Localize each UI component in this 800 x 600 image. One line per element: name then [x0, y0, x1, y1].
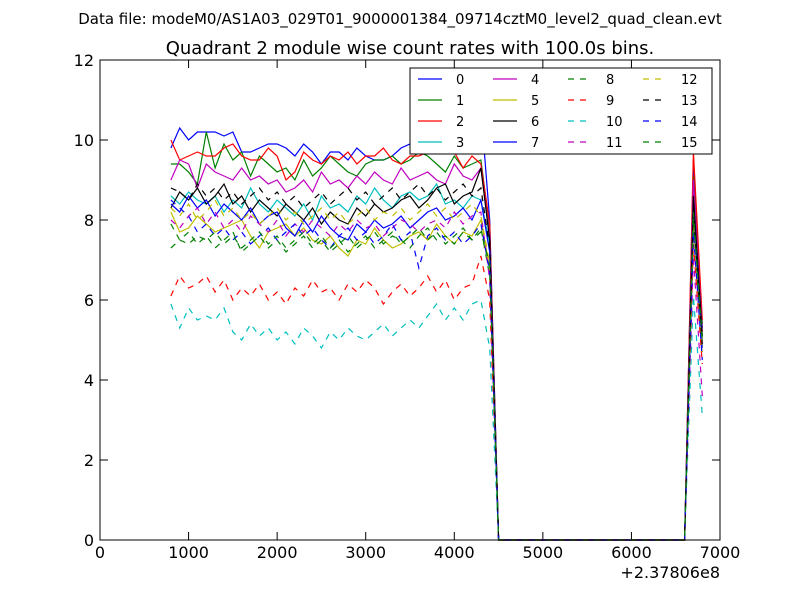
series-line-1	[170, 131, 703, 541]
x-offset-label: +2.37806e8	[620, 563, 720, 582]
legend-label-1: 1	[456, 94, 464, 109]
legend-label-12: 12	[681, 73, 698, 88]
series-line-14	[170, 199, 703, 541]
x-tick-label: 1000	[168, 543, 209, 562]
x-tick-label: 0	[95, 543, 105, 562]
legend-label-5: 5	[531, 94, 539, 109]
series-line-0	[170, 106, 703, 541]
legend-label-8: 8	[606, 73, 614, 88]
x-tick-label: 5000	[522, 543, 563, 562]
x-tick-label: 4000	[434, 543, 475, 562]
chart-title: Quadrant 2 module wise count rates with …	[166, 38, 655, 59]
legend-label-7: 7	[531, 136, 539, 151]
plot-frame	[99, 59, 721, 541]
legend-label-13: 13	[681, 94, 698, 109]
suptitle: Data file: modeM0/AS1A03_029T01_90000013…	[78, 10, 722, 29]
y-tick-label: 4	[84, 371, 94, 390]
legend-label-6: 6	[531, 115, 539, 130]
legend-label-14: 14	[681, 115, 698, 130]
series-line-2	[170, 130, 703, 541]
legend-label-3: 3	[456, 136, 464, 151]
series-line-10	[170, 295, 703, 541]
series-line-15	[170, 211, 703, 541]
series-line-5	[170, 203, 703, 541]
legend-label-9: 9	[606, 94, 614, 109]
x-tick-label: 6000	[611, 543, 652, 562]
series-line-7	[170, 194, 703, 541]
x-tick-label: 3000	[345, 543, 386, 562]
legend-label-15: 15	[681, 136, 698, 151]
y-tick-label: 10	[74, 131, 94, 150]
series-line-4	[170, 159, 703, 541]
legend-label-11: 11	[606, 136, 623, 151]
legend-box	[409, 67, 713, 155]
series-line-9	[170, 243, 703, 541]
legend-label-0: 0	[456, 73, 464, 88]
x-tick-label: 7000	[700, 543, 741, 562]
series-lines	[170, 106, 703, 541]
x-tick-label: 2000	[257, 543, 298, 562]
y-tick-label: 8	[84, 211, 94, 230]
legend-label-4: 4	[531, 73, 539, 88]
y-tick-label: 12	[74, 51, 94, 70]
series-line-6	[170, 167, 703, 541]
legend-label-2: 2	[456, 115, 464, 130]
series-line-3	[170, 182, 703, 541]
y-tick-label: 2	[84, 451, 94, 470]
y-tick-label: 6	[84, 291, 94, 310]
series-line-8	[170, 219, 703, 541]
legend-label-10: 10	[606, 115, 623, 130]
series-line-12	[170, 198, 703, 541]
series-line-13	[170, 182, 703, 541]
y-tick-label: 0	[84, 531, 94, 550]
series-line-11	[170, 207, 703, 541]
